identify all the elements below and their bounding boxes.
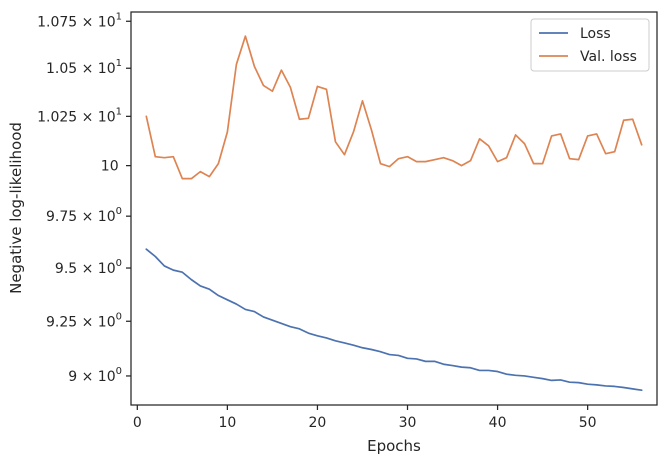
y-axis: 9 × 100 9.25 × 100 9.5 × 100 9.75 × 100 101 1… <box>37 11 131 385</box>
legend: Loss Val. loss <box>530 18 650 72</box>
legend-frame <box>530 18 650 72</box>
x-tick-label: 40 <box>489 415 507 431</box>
y-tick-label: 1.075 × 101 <box>37 11 122 30</box>
x-tick-label: 0 <box>133 415 142 431</box>
y-tick-label: 9.25 × 100 <box>46 311 122 330</box>
x-axis-title: Epochs <box>367 437 421 455</box>
y-tick-label: 9.5 × 100 <box>55 258 122 277</box>
x-tick-label: 20 <box>309 415 327 431</box>
y-tick-label: 9 × 100 <box>68 366 122 385</box>
y-tick-label: 101 <box>101 156 125 175</box>
series-line-loss <box>145 248 643 392</box>
x-tick-label: 30 <box>399 415 417 431</box>
plot-frame <box>130 11 658 406</box>
y-tick-label: 1.05 × 101 <box>46 58 122 77</box>
legend-label: Val. loss <box>580 49 637 65</box>
x-tick-label: 10 <box>218 415 236 431</box>
series-line-val-loss <box>145 35 643 180</box>
series-layer <box>145 35 643 392</box>
x-axis: 0 10 20 30 40 50 <box>133 405 597 431</box>
y-axis-title: Negative log-likelihood <box>7 122 25 294</box>
plot-area <box>131 12 657 405</box>
y-tick-label: 9.75 × 100 <box>46 206 122 225</box>
legend-label: Loss <box>580 26 611 42</box>
x-tick-label: 50 <box>579 415 597 431</box>
y-tick-label: 1.025 × 101 <box>37 106 122 125</box>
